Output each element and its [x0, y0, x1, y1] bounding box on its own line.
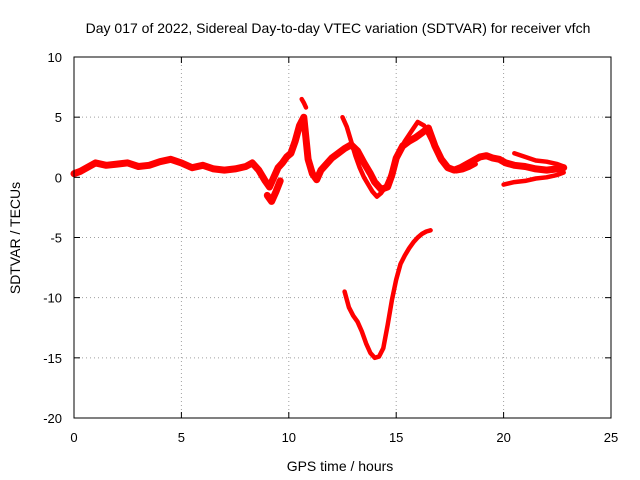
x-tick-label: 25: [604, 430, 618, 445]
x-tick-label: 10: [282, 430, 296, 445]
y-tick-label: -15: [43, 351, 62, 366]
chart-title: Day 017 of 2022, Sidereal Day-to-day VTE…: [86, 20, 591, 36]
y-tick-label: 10: [48, 50, 62, 65]
y-tick-label: 5: [55, 110, 62, 125]
axis-ticks: [73, 56, 612, 419]
y-tick-label: -5: [50, 231, 62, 246]
series-late-upper-track: [512, 151, 566, 169]
series-late-track: [501, 170, 566, 187]
x-tick-label: 20: [496, 430, 510, 445]
y-axis-label: SDTVAR / TECUs: [7, 182, 23, 294]
series-secondary-track: [263, 177, 284, 205]
series-spike-segment: [299, 96, 309, 110]
x-tick-label: 0: [70, 430, 77, 445]
y-tick-label: 0: [55, 170, 62, 185]
x-tick-label: 5: [178, 430, 185, 445]
y-tick-label: -20: [43, 411, 62, 426]
data-series: [70, 96, 568, 361]
x-axis-label: GPS time / hours: [287, 458, 394, 474]
x-tick-labels: 0 5 10 15 20 25: [70, 430, 618, 445]
series-negative-excursion: [342, 228, 433, 361]
series-parallel-track: [340, 114, 478, 199]
series-main-track: [70, 113, 568, 193]
y-tick-label: -10: [43, 291, 62, 306]
grid: [74, 57, 611, 418]
plot-frame: [73, 56, 612, 419]
x-tick-label: 15: [389, 430, 403, 445]
y-tick-labels: -20 -15 -10 -5 0 5 10: [43, 50, 62, 426]
